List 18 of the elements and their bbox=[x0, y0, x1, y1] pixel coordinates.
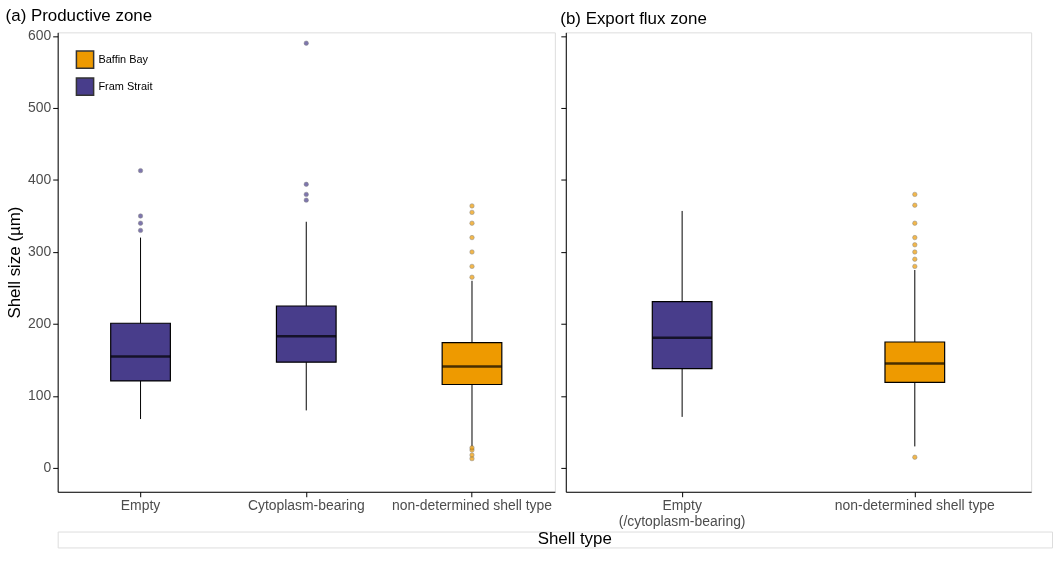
y-axis-title: Shell size (µm) bbox=[5, 206, 25, 319]
y-tick-label: 600 bbox=[28, 27, 52, 44]
chart-title: (a) Productive zone bbox=[5, 6, 153, 26]
y-tick-label: 300 bbox=[28, 243, 52, 260]
x-tick-label: Empty (/cytoplasm-bearing) bbox=[618, 497, 746, 530]
y-tick-label: 0 bbox=[43, 459, 52, 476]
x-tick-label: Cytoplasm-bearing bbox=[247, 497, 365, 514]
x-tick-label: non-determined shell type bbox=[391, 497, 553, 514]
x-tick-label: Empty bbox=[120, 497, 161, 514]
y-tick-label: 500 bbox=[28, 99, 52, 116]
y-tick-label: 200 bbox=[28, 315, 52, 332]
x-axis-title: Shell type bbox=[537, 529, 612, 549]
y-tick-label: 100 bbox=[28, 387, 52, 404]
chart-title: (b) Export flux zone bbox=[560, 9, 707, 29]
x-tick-label: non-determined shell type bbox=[834, 497, 996, 514]
legend-label: Baffin Bay bbox=[98, 52, 149, 65]
legend-label: Fram Strait bbox=[98, 79, 153, 92]
y-tick-label: 400 bbox=[28, 171, 52, 188]
